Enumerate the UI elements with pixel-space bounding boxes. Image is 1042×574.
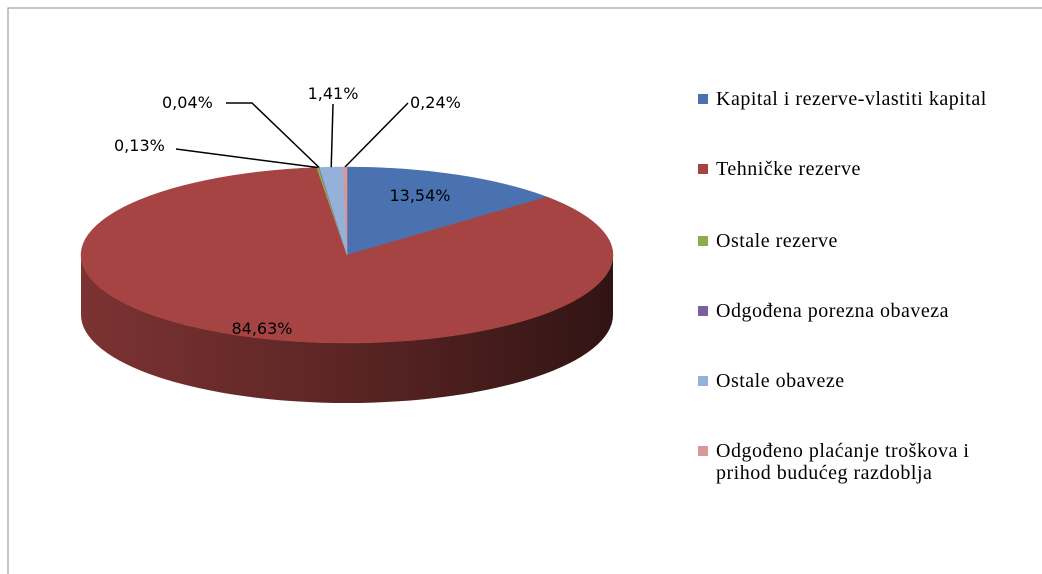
- data-label: 0,04%: [162, 93, 213, 112]
- legend-swatch: [698, 164, 708, 174]
- chart-border: [7, 7, 1042, 574]
- leader-line: [175, 148, 318, 169]
- leader-line: [226, 102, 320, 169]
- pie-slice: [80, 167, 614, 344]
- legend-item: Kapital i rezerve-vlastiti kapital: [698, 88, 1028, 110]
- leader-line: [344, 102, 409, 168]
- pie-side: [81, 255, 613, 403]
- legend-swatch: [698, 376, 708, 386]
- legend-item: Ostale rezerve: [698, 230, 1028, 252]
- data-label: 1,41%: [308, 84, 359, 103]
- legend-item: Ostale obaveze: [698, 370, 1028, 392]
- legend-swatch: [698, 236, 708, 246]
- legend-item: Odgođena porezna obaveza: [698, 300, 1028, 322]
- pie-slice: [346, 166, 548, 256]
- legend-swatch: [698, 94, 708, 104]
- legend-label: Odgođeno plaćanje troškova i prihod budu…: [716, 440, 970, 484]
- data-label: 13,54%: [389, 186, 450, 205]
- leader-line: [330, 103, 334, 168]
- legend-label: Ostale obaveze: [716, 370, 845, 392]
- data-label: 0,24%: [410, 93, 461, 112]
- legend-label: Odgođena porezna obaveza: [716, 300, 949, 322]
- legend-item: Tehničke rezerve: [698, 158, 1028, 180]
- data-label: 0,13%: [114, 136, 165, 155]
- legend-label: Tehničke rezerve: [716, 158, 861, 180]
- legend-item: Odgođeno plaćanje troškova i prihod budu…: [698, 440, 1028, 484]
- legend-label: Kapital i rezerve-vlastiti kapital: [716, 88, 987, 110]
- data-label: 84,63%: [231, 319, 292, 338]
- legend-swatch: [698, 306, 708, 316]
- legend-label: Ostale rezerve: [716, 230, 838, 252]
- legend-swatch: [698, 446, 708, 456]
